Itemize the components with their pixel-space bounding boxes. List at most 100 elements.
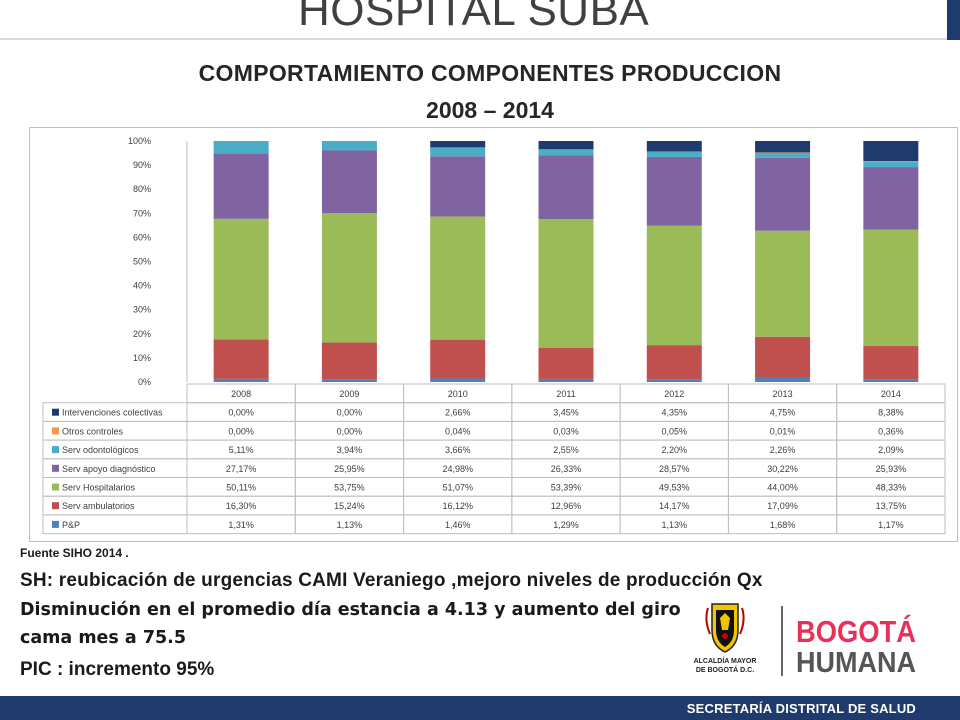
x-category-label: 2010	[448, 389, 468, 399]
x-category-label: 2008	[231, 389, 251, 399]
bar-segment	[430, 156, 486, 217]
bar-segment	[863, 229, 919, 347]
data-label: 0,00%	[228, 408, 254, 418]
data-label: 1,31%	[228, 520, 254, 530]
data-label: 0,00%	[228, 426, 254, 436]
data-label: 12,96%	[551, 501, 582, 511]
stay-note-line2: cama mes a 75.5	[20, 628, 187, 648]
source-note: Fuente SIHO 2014 .	[20, 546, 129, 560]
data-label: 17,09%	[767, 501, 798, 511]
bar-segment	[863, 379, 919, 382]
data-label: 0,03%	[553, 426, 579, 436]
bogota-logo-line2: HUMANA	[796, 647, 916, 678]
bar-segment	[538, 149, 594, 156]
data-label: 1,13%	[662, 520, 688, 530]
x-category-label: 2012	[664, 389, 684, 399]
y-tick-label: 90%	[133, 160, 151, 170]
chart-frame: 0% 10% 20% 30% 40% 50% 60% 70% 80% 90% 100% 2008 200…	[29, 127, 958, 542]
bar-segment	[863, 161, 919, 163]
bar-segment	[755, 157, 811, 231]
data-label: 15,24%	[334, 501, 365, 511]
legend-key	[52, 520, 59, 528]
bar-segment	[430, 141, 486, 148]
data-label: 4,75%	[770, 408, 796, 418]
y-tick-label: 60%	[133, 232, 151, 242]
data-label: 0,00%	[337, 426, 363, 436]
bar-segment	[863, 346, 919, 380]
data-label: 50,11%	[226, 483, 256, 493]
bogota-logo-line1: BOGOTÁ	[796, 614, 916, 649]
bar-segment	[755, 377, 811, 382]
data-label: 16,30%	[226, 501, 257, 511]
bar-segment	[430, 147, 486, 157]
alcaldia-label-line1: ALCALDÍA MAYOR	[693, 658, 757, 665]
alcaldia-logo: ALCALDÍA MAYOR DE BOGOTÁ D.C.	[682, 600, 768, 680]
bar-segment	[430, 378, 486, 382]
stay-note-line1: Disminución en el promedio día estancia …	[20, 600, 681, 620]
x-category-label: 2014	[881, 389, 901, 399]
data-label: 48,33%	[876, 483, 907, 493]
data-label: 25,95%	[334, 464, 365, 474]
data-label: 0,01%	[770, 426, 796, 436]
footer-bar: SECRETARÍA DISTRITAL DE SALUD	[0, 696, 960, 720]
bar-segment	[755, 140, 811, 153]
data-label: 0,04%	[445, 426, 471, 436]
data-label: 24,98%	[442, 464, 473, 474]
bar-segment	[646, 345, 702, 380]
legend-label: Serv ambulatorios	[62, 501, 135, 511]
legend-key	[52, 408, 59, 416]
bar-segment	[755, 152, 811, 153]
sh-note: SH: reubicación de urgencias CAMI Verani…	[20, 570, 763, 591]
data-label: 1,17%	[878, 520, 904, 530]
y-tick-label: 50%	[133, 257, 151, 267]
data-label: 0,05%	[662, 426, 688, 436]
bar-segment	[213, 378, 269, 382]
bar-segment	[430, 339, 486, 379]
data-label: 2,26%	[770, 445, 796, 455]
legend-label: Serv apoyo diagnóstico	[62, 464, 156, 474]
data-label: 1,68%	[770, 520, 796, 530]
bar-segment	[646, 379, 702, 382]
header-accent-bar	[947, 0, 960, 40]
data-label: 2,55%	[553, 445, 579, 455]
data-label: 53,39%	[551, 483, 582, 493]
bar-segment	[646, 225, 702, 346]
slide-title-line1: COMPORTAMIENTO COMPONENTES PRODUCCION	[198, 60, 782, 86]
data-label: 1,13%	[337, 520, 363, 530]
data-label: 3,45%	[553, 408, 579, 418]
bar-segment	[863, 167, 919, 230]
bar-segment	[213, 218, 269, 340]
bar-segment	[863, 140, 919, 162]
bar-segment	[646, 156, 702, 226]
bar-segment	[213, 339, 269, 379]
bar-segment	[755, 230, 811, 337]
bar-segment	[646, 151, 702, 157]
y-tick-label: 100%	[128, 136, 151, 146]
legend-label: Intervenciones colectivas	[62, 408, 163, 418]
data-label: 3,66%	[445, 445, 471, 455]
bar-segment	[538, 149, 594, 150]
x-category-label: 2011	[556, 389, 575, 399]
data-label: 30,22%	[767, 464, 798, 474]
bar-segment	[538, 155, 594, 219]
legend-key	[52, 427, 59, 435]
data-label: 49,53%	[659, 483, 690, 493]
data-label: 26,33%	[551, 464, 582, 474]
logo-separator	[781, 606, 783, 676]
bar-segment	[321, 379, 377, 382]
data-label: 0,36%	[878, 426, 904, 436]
stacked-bar-chart: 0% 10% 20% 30% 40% 50% 60% 70% 80% 90% 100% 2008 200…	[42, 136, 946, 535]
bar-segment	[430, 147, 486, 148]
y-tick-label: 80%	[133, 184, 151, 194]
legend-key	[52, 446, 59, 454]
data-label: 16,12%	[442, 501, 473, 511]
bar-segment	[755, 336, 811, 378]
bar-segment	[646, 151, 702, 152]
y-tick-label: 40%	[133, 281, 151, 291]
bogota-humana-logo: BOGOTÁ HUMANA	[796, 612, 920, 679]
data-label: 13,75%	[876, 501, 907, 511]
header-band	[0, 0, 960, 40]
bar-segment	[321, 342, 377, 380]
bar-segment	[863, 162, 919, 168]
x-category-label: 2013	[773, 389, 793, 399]
